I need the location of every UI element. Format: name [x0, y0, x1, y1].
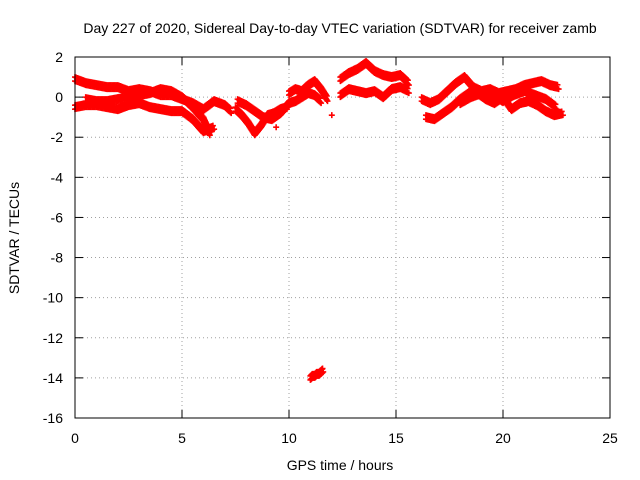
data-point — [324, 98, 331, 105]
data-point — [559, 112, 566, 119]
x-tick-label: 15 — [388, 430, 404, 446]
x-tick-label: 25 — [602, 430, 618, 446]
y-tick-label: -16 — [43, 410, 63, 426]
y-tick-label: 2 — [55, 49, 63, 65]
data-point — [404, 85, 411, 92]
x-tick-label: 0 — [71, 430, 79, 446]
x-axis-label: GPS time / hours — [287, 457, 394, 473]
data-point — [328, 112, 335, 119]
data-point — [209, 122, 216, 129]
x-tick-label: 5 — [178, 430, 186, 446]
y-tick-label: -12 — [43, 330, 63, 346]
data-point — [316, 94, 323, 101]
data-point — [318, 100, 325, 107]
data-point — [211, 126, 218, 133]
data-point — [227, 105, 234, 112]
y-tick-label: -14 — [43, 370, 63, 386]
grid — [75, 57, 610, 418]
y-tick-label: -2 — [51, 129, 64, 145]
y-tick-label: -10 — [43, 290, 63, 306]
chart-title: Day 227 of 2020, Sidereal Day-to-day VTE… — [83, 20, 596, 36]
data-point — [228, 110, 235, 117]
data-point — [226, 104, 233, 111]
data-point — [405, 90, 412, 97]
data-point — [404, 77, 411, 84]
data-point — [323, 93, 330, 100]
y-tick-label: -4 — [51, 169, 64, 185]
data-point — [273, 124, 280, 131]
data-point — [552, 101, 559, 108]
data-point — [403, 76, 410, 83]
x-tick-label: 20 — [495, 430, 511, 446]
data-point — [558, 108, 565, 115]
plot-frame — [74, 56, 611, 419]
y-tick-label: 0 — [55, 89, 63, 105]
y-tick-label: -6 — [51, 209, 64, 225]
data-point — [554, 81, 561, 88]
x-tick-label: 10 — [281, 430, 297, 446]
data-point — [320, 368, 327, 375]
data-point — [317, 95, 324, 102]
data-point — [206, 132, 213, 139]
data-point — [555, 86, 562, 93]
data-point — [553, 106, 560, 113]
data-point — [551, 100, 558, 107]
data-point — [206, 127, 213, 134]
data-points — [72, 58, 566, 383]
y-tick-label: -8 — [51, 250, 64, 266]
y-axis-label: SDTVAR / TECUs — [6, 182, 22, 294]
